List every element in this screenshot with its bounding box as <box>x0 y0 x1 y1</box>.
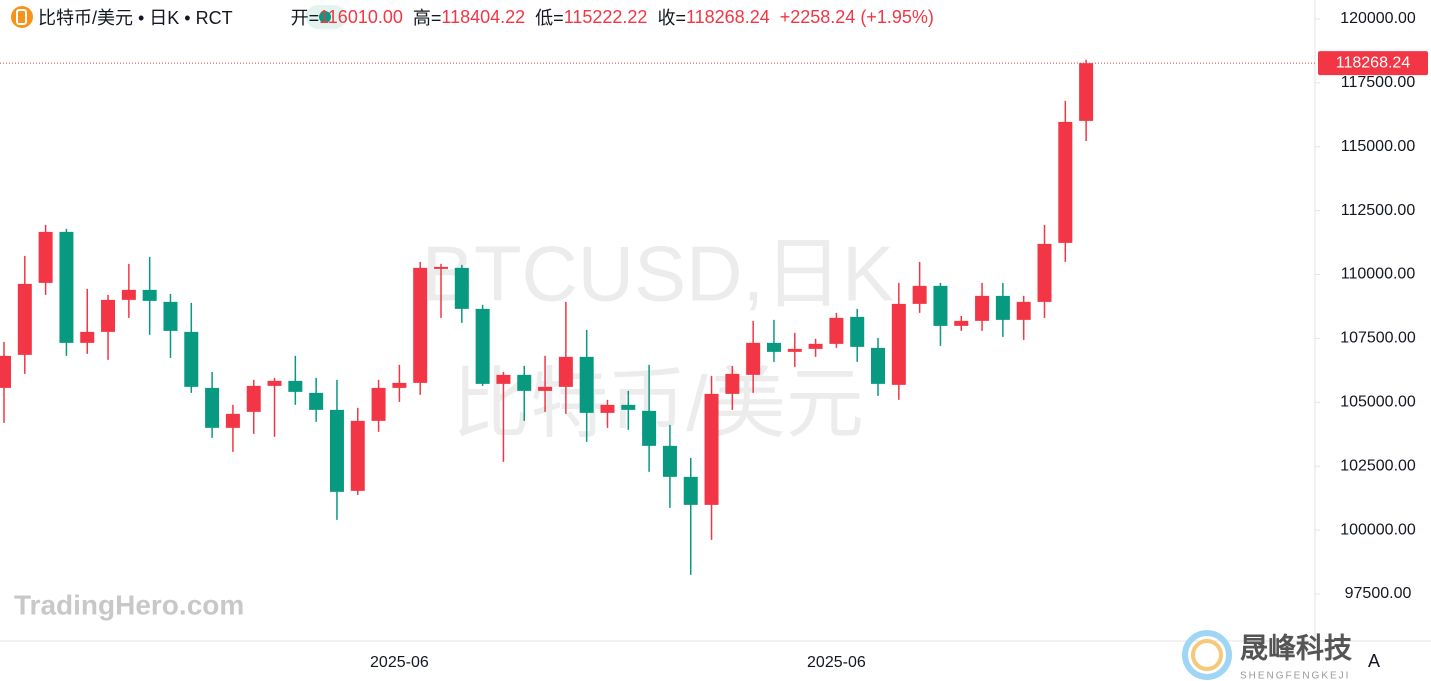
y-tick-label: 107500.00 <box>1340 330 1416 347</box>
candle-body <box>704 393 719 505</box>
candle-body <box>600 404 615 413</box>
candle-body <box>59 231 74 343</box>
logo-subtext: SHENGFENGKEJI <box>1240 671 1350 681</box>
candle-body <box>829 317 844 344</box>
ohlc-value: 118268.24 <box>685 6 770 27</box>
ohlc-label: 收= <box>657 8 686 28</box>
candle-body <box>538 386 553 391</box>
candle-body <box>246 385 261 412</box>
watermark-symbol: BTCUSD,日K <box>422 230 894 318</box>
candle-body <box>121 289 136 300</box>
y-tick-label: 115000.00 <box>1341 138 1416 155</box>
candle-body <box>101 299 116 332</box>
candle-body <box>850 316 865 347</box>
candle-body <box>746 342 761 375</box>
ohlc-label: 高= <box>412 8 442 28</box>
x-tick-label: 2025-06 <box>370 654 429 671</box>
y-tick-label: 117500.00 <box>1341 74 1416 91</box>
candle-body <box>434 266 449 269</box>
candle-body <box>329 409 344 492</box>
candle-body <box>933 285 948 326</box>
candle-body <box>309 392 324 410</box>
logo-icon-inner <box>1191 639 1223 671</box>
watermark: BTCUSD,日K 比特币/美元 <box>422 230 894 448</box>
scale-button[interactable]: A <box>1368 651 1380 671</box>
candle-body <box>1016 301 1031 320</box>
candle-body <box>38 231 53 283</box>
candle-body <box>496 374 511 384</box>
candle-body <box>766 342 781 352</box>
logo: 晟峰科技 SHENGFENGKEJI <box>1182 630 1352 681</box>
coin-icon-glyph <box>16 9 27 25</box>
candle-body <box>205 387 220 428</box>
candle-body <box>225 413 240 428</box>
candle-body <box>725 373 740 394</box>
candle-body <box>912 285 927 304</box>
logo-icon <box>1182 630 1232 680</box>
candle-body <box>995 295 1010 320</box>
change: +2258.24 (+1.95%) <box>779 6 934 27</box>
candle-body <box>0 355 11 388</box>
candle-body <box>454 267 469 309</box>
candle-body <box>371 387 386 421</box>
candle-body <box>350 420 365 491</box>
y-tick-label: 110000.00 <box>1341 266 1416 283</box>
candle-body <box>871 347 886 384</box>
y-tick-label: 100000.00 <box>1340 521 1416 538</box>
watermark-name: 比特币/美元 <box>452 360 864 448</box>
candle-body <box>558 356 573 387</box>
y-tick-label: 120000.00 <box>1340 10 1416 27</box>
ohlc-label: 低= <box>535 8 564 28</box>
candle-body <box>975 295 990 321</box>
candle-body <box>413 267 428 383</box>
candle-body <box>392 382 407 388</box>
candle-body <box>163 301 178 331</box>
candle-body <box>579 356 594 413</box>
candle-body <box>1037 243 1052 302</box>
candle-body <box>17 283 32 355</box>
ohlc-value: 116010.00 <box>319 6 403 27</box>
candle-body <box>621 404 636 410</box>
candle-body <box>475 308 490 384</box>
candle-body <box>184 331 199 387</box>
y-tick-label: 102500.00 <box>1340 457 1416 474</box>
candle-body <box>954 320 969 326</box>
candle-body <box>787 348 802 352</box>
candle-body <box>517 374 532 391</box>
candle-body <box>808 343 823 349</box>
header: 比特币/美元 • 日K • RCT 开= 116010.00 高= 118404.22… <box>8 5 944 29</box>
candle-body <box>142 289 157 301</box>
candle-body <box>642 410 657 446</box>
last-price-label: 118268.24 <box>1336 54 1411 71</box>
ohlc-label: 开= <box>290 8 320 28</box>
brand-watermark: TradingHero.com <box>14 589 244 620</box>
y-tick-label: 97500.00 <box>1345 585 1412 602</box>
x-tick-label: 2025-06 <box>807 654 866 671</box>
logo-text: 晟峰科技 <box>1240 632 1352 663</box>
candle-body <box>662 445 677 477</box>
symbol-title: 比特币/美元 • 日K • RCT <box>38 8 233 28</box>
visibility-dot <box>319 11 331 23</box>
y-tick-label: 105000.00 <box>1340 394 1416 411</box>
y-tick-label: 112500.00 <box>1341 202 1416 219</box>
candle-body <box>1079 63 1094 121</box>
last-price-tag <box>1318 51 1428 76</box>
candle-body <box>891 303 906 385</box>
ohlc-value: 115222.22 <box>563 6 648 27</box>
candle-body <box>80 331 95 343</box>
candle-body <box>288 380 303 392</box>
candle-body <box>267 380 282 386</box>
candle-body <box>683 476 698 505</box>
ohlc-value: 118404.22 <box>441 6 526 27</box>
candle-body <box>1058 121 1073 243</box>
